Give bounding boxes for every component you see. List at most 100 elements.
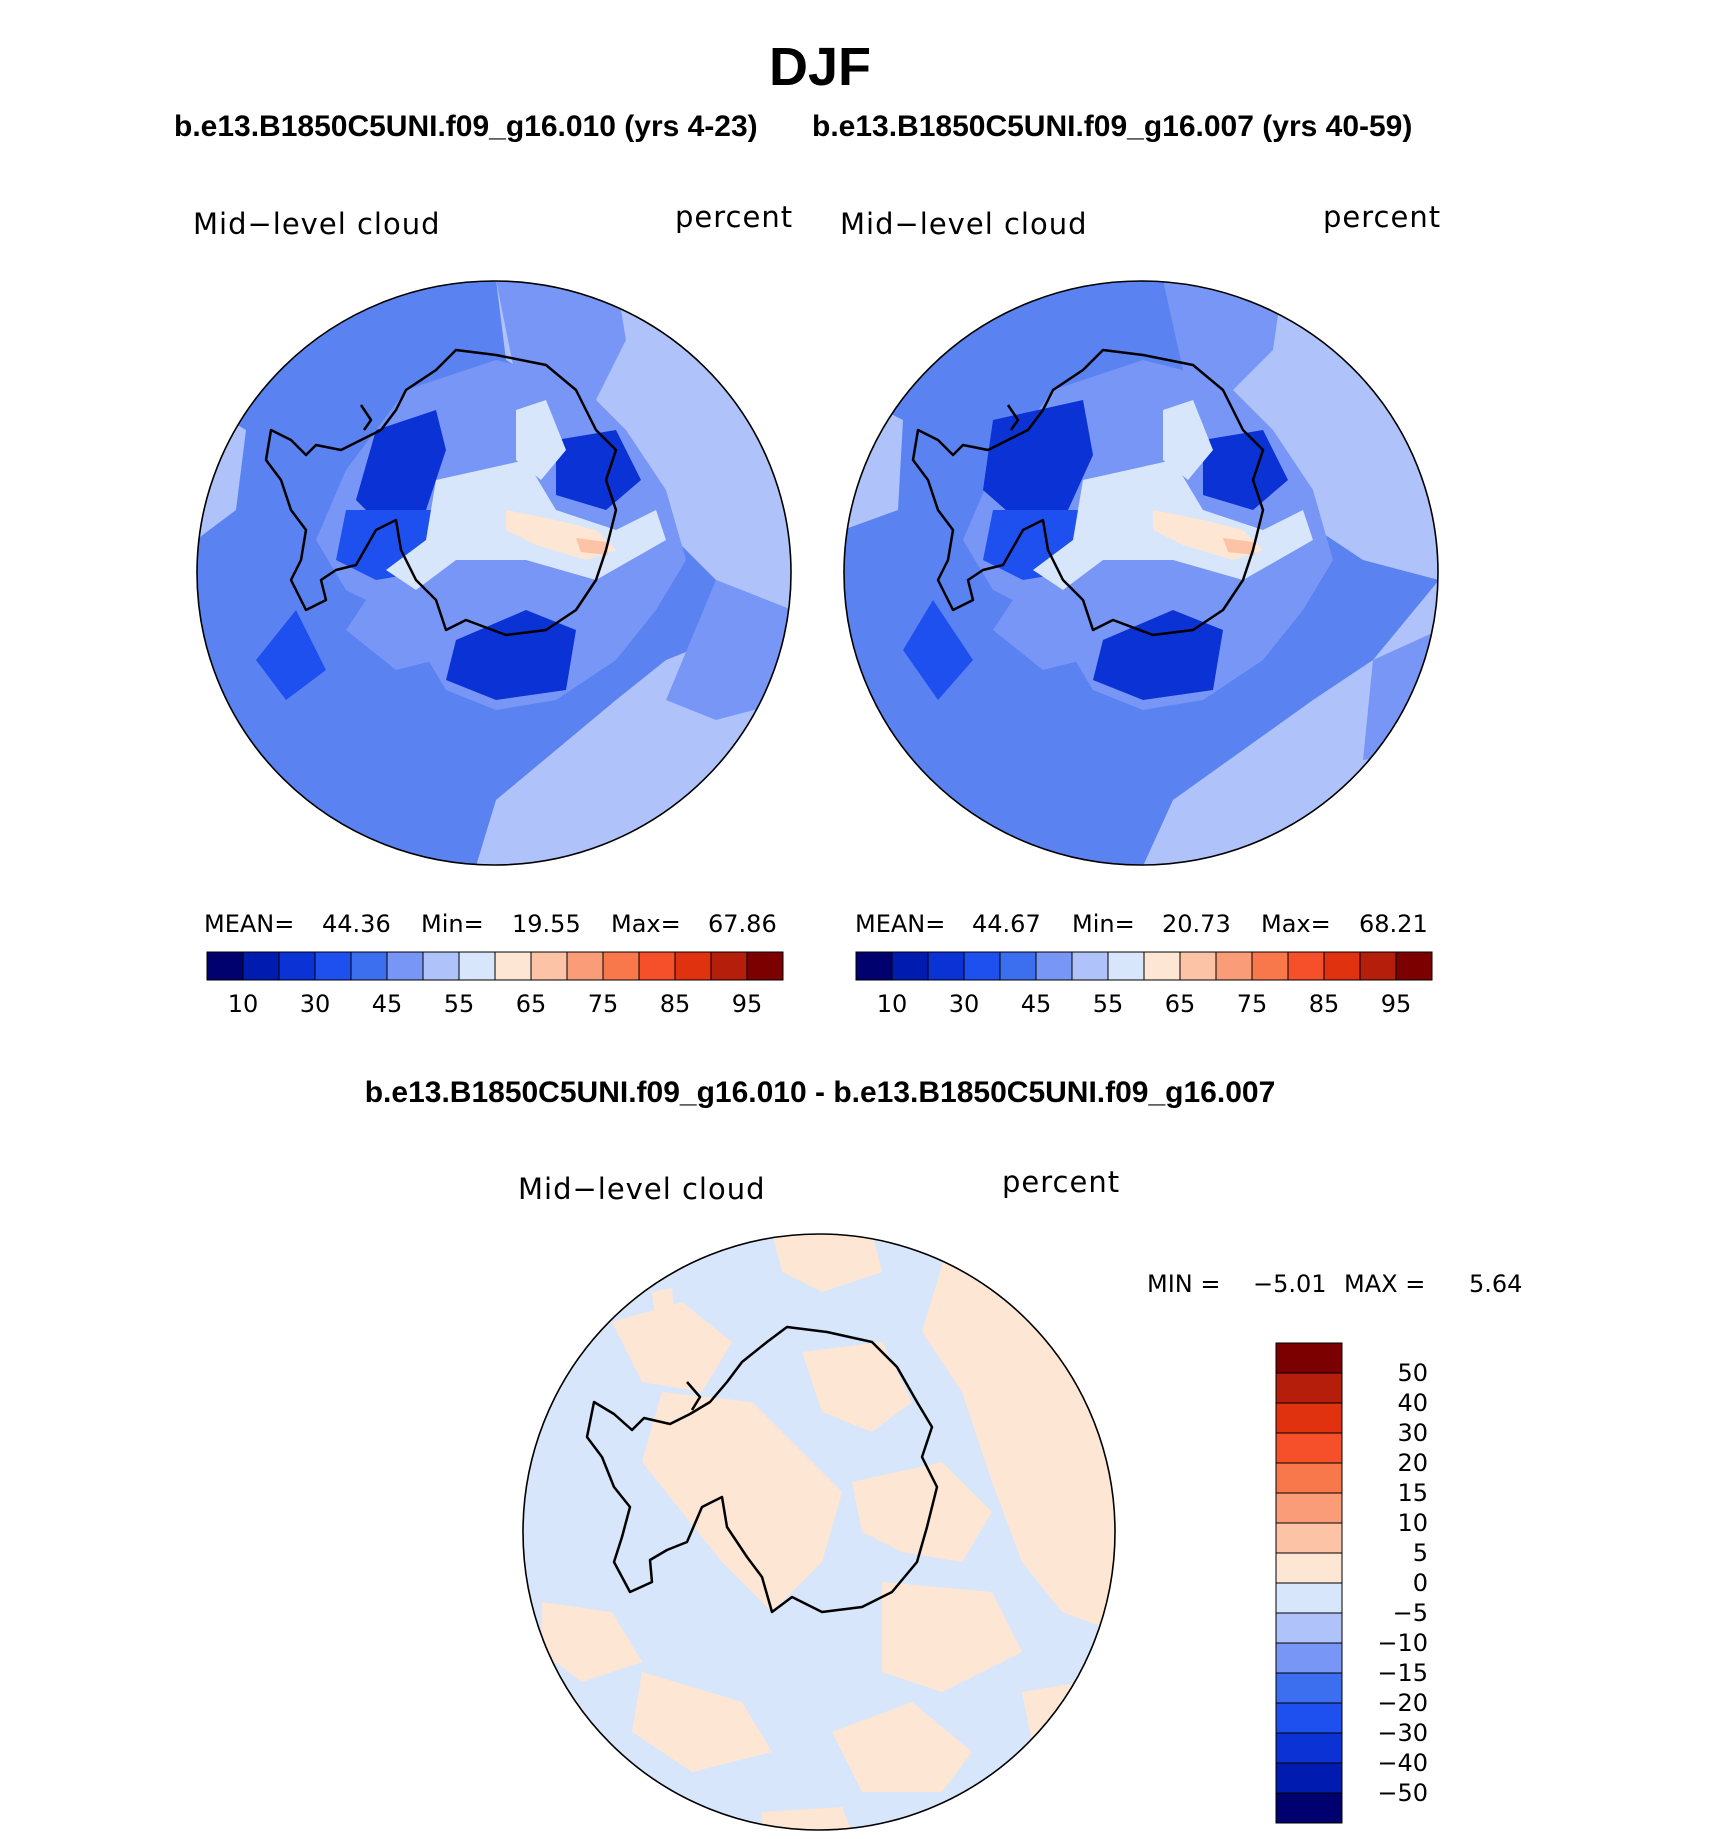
- colorbar-swatch: [494, 951, 532, 981]
- colorbar-tick-label: 85: [660, 990, 691, 1018]
- units-right: percent: [1323, 200, 1442, 234]
- colorbar-swatch: [1275, 1582, 1343, 1614]
- max-label-right: Max=: [1261, 910, 1331, 938]
- colorbar-swatch: [566, 951, 604, 981]
- colorbar-swatch: [891, 951, 929, 981]
- colorbar-swatch: [710, 951, 748, 981]
- colorbar-swatch: [602, 951, 640, 981]
- max-value-right: 68.21: [1359, 910, 1428, 938]
- colorbar-tick-label: 45: [1021, 990, 1052, 1018]
- colorbar-swatch: [1275, 1492, 1343, 1524]
- colorbar-swatch: [350, 951, 388, 981]
- colorbar-left: 10 30 45 55 65 75 85 95: [206, 951, 784, 1018]
- max-value-diff: 5.64: [1469, 1270, 1523, 1298]
- colorbar-swatch: [1287, 951, 1325, 981]
- colorbar-swatch: [1275, 1462, 1343, 1494]
- colorbar-tick-label: −15: [1377, 1659, 1428, 1687]
- min-label-right: Min=: [1072, 910, 1135, 938]
- colorbar-tick-label: 20: [1397, 1449, 1428, 1477]
- min-value-left: 19.55: [512, 910, 581, 938]
- colorbar-swatch: [855, 951, 893, 981]
- max-label-left: Max=: [611, 910, 681, 938]
- colorbar-swatch: [1323, 951, 1361, 981]
- colorbar-right: 10 30 45 55 65 75 85 95: [855, 951, 1433, 1018]
- colorbar-tick-label: −10: [1377, 1629, 1428, 1657]
- colorbar-swatch: [422, 951, 460, 981]
- colorbar-swatch: [927, 951, 965, 981]
- colorbar-swatch: [1275, 1732, 1343, 1764]
- colorbar-tick-label: 30: [300, 990, 331, 1018]
- colorbar-tick-label: 95: [1381, 990, 1412, 1018]
- mean-value-right: 44.67: [972, 910, 1041, 938]
- colorbar-swatch: [1275, 1372, 1343, 1404]
- colorbar-swatch: [1275, 1432, 1343, 1464]
- colorbar-swatch: [674, 951, 712, 981]
- colorbar-swatch: [1275, 1762, 1343, 1794]
- colorbar-tick-label: 55: [1093, 990, 1124, 1018]
- colorbar-tick-label: −30: [1377, 1719, 1428, 1747]
- map-border-diff: [522, 1233, 1116, 1831]
- field-name-left: Mid−level cloud: [193, 207, 441, 241]
- contour-fill-diff: [523, 1234, 1115, 1830]
- colorbar-tick-label: 10: [1397, 1509, 1428, 1537]
- colorbar-swatch: [1035, 951, 1073, 981]
- case-title-left: b.e13.B1850C5UNI.f09_g16.010 (yrs 4-23): [174, 110, 758, 143]
- colorbar-swatch: [1275, 1612, 1343, 1644]
- colorbar-swatch: [386, 951, 424, 981]
- coastline-left: [264, 348, 618, 637]
- peninsula-right: [1006, 404, 1020, 431]
- colorbar-swatch: [963, 951, 1001, 981]
- colorbar-tick-label: 65: [516, 990, 547, 1018]
- colorbar-tick-label: 85: [1309, 990, 1340, 1018]
- colorbar-tick-label: 5: [1413, 1539, 1428, 1567]
- colorbar-swatch: [1275, 1552, 1343, 1584]
- colorbar-swatch: [746, 951, 784, 981]
- contour-fill-left: [197, 281, 791, 865]
- colorbar-swatch: [278, 951, 316, 981]
- colorbar-swatch: [314, 951, 352, 981]
- difference-title: b.e13.B1850C5UNI.f09_g16.010 - b.e13.B18…: [364, 1076, 1276, 1109]
- colorbar-tick-label: 0: [1413, 1569, 1428, 1597]
- colorbar-tick-label: −50: [1377, 1779, 1428, 1807]
- colorbar-swatch: [1179, 951, 1217, 981]
- colorbar-swatch: [1275, 1702, 1343, 1734]
- coastline-diff: [585, 1325, 939, 1614]
- colorbar-swatch: [1395, 951, 1433, 981]
- colorbar-swatch: [1107, 951, 1145, 981]
- colorbar-tick-label: −5: [1393, 1599, 1428, 1627]
- mean-value-left: 44.36: [322, 910, 391, 938]
- colorbar-tick-label: 55: [444, 990, 475, 1018]
- colorbar-tick-label: 15: [1397, 1479, 1428, 1507]
- mean-label-left: MEAN=: [204, 910, 295, 938]
- colorbar-swatch: [1359, 951, 1397, 981]
- max-value-left: 67.86: [708, 910, 777, 938]
- mean-label-right: MEAN=: [855, 910, 946, 938]
- colorbar-swatch: [999, 951, 1037, 981]
- min-value-right: 20.73: [1162, 910, 1231, 938]
- colorbar-tick-label: 75: [1237, 990, 1268, 1018]
- min-label-diff: MIN =: [1147, 1270, 1221, 1298]
- colorbar-tick-label: 30: [949, 990, 980, 1018]
- colorbar-swatch: [1215, 951, 1253, 981]
- units-left: percent: [675, 200, 794, 234]
- peninsula-left: [359, 404, 373, 431]
- colorbar-tick-label: 50: [1397, 1359, 1428, 1387]
- colorbar-swatch: [530, 951, 568, 981]
- field-name-diff: Mid−level cloud: [518, 1172, 766, 1206]
- map-border-right: [843, 280, 1439, 866]
- colorbar-tick-label: 10: [877, 990, 908, 1018]
- colorbar-swatch: [1143, 951, 1181, 981]
- colorbar-swatch: [458, 951, 496, 981]
- units-diff: percent: [1002, 1165, 1121, 1199]
- colorbar-swatch: [242, 951, 280, 981]
- colorbar-tick-label: −20: [1377, 1689, 1428, 1717]
- colorbar-tick-label: 10: [228, 990, 259, 1018]
- colorbar-tick-label: 95: [732, 990, 763, 1018]
- case-title-right: b.e13.B1850C5UNI.f09_g16.007 (yrs 40-59): [812, 110, 1413, 143]
- colorbar-tick-label: 75: [588, 990, 619, 1018]
- max-label-diff: MAX =: [1344, 1270, 1426, 1298]
- colorbar-tick-label: 40: [1397, 1389, 1428, 1417]
- colorbar-swatch: [1071, 951, 1109, 981]
- colorbar-swatch: [1275, 1522, 1343, 1554]
